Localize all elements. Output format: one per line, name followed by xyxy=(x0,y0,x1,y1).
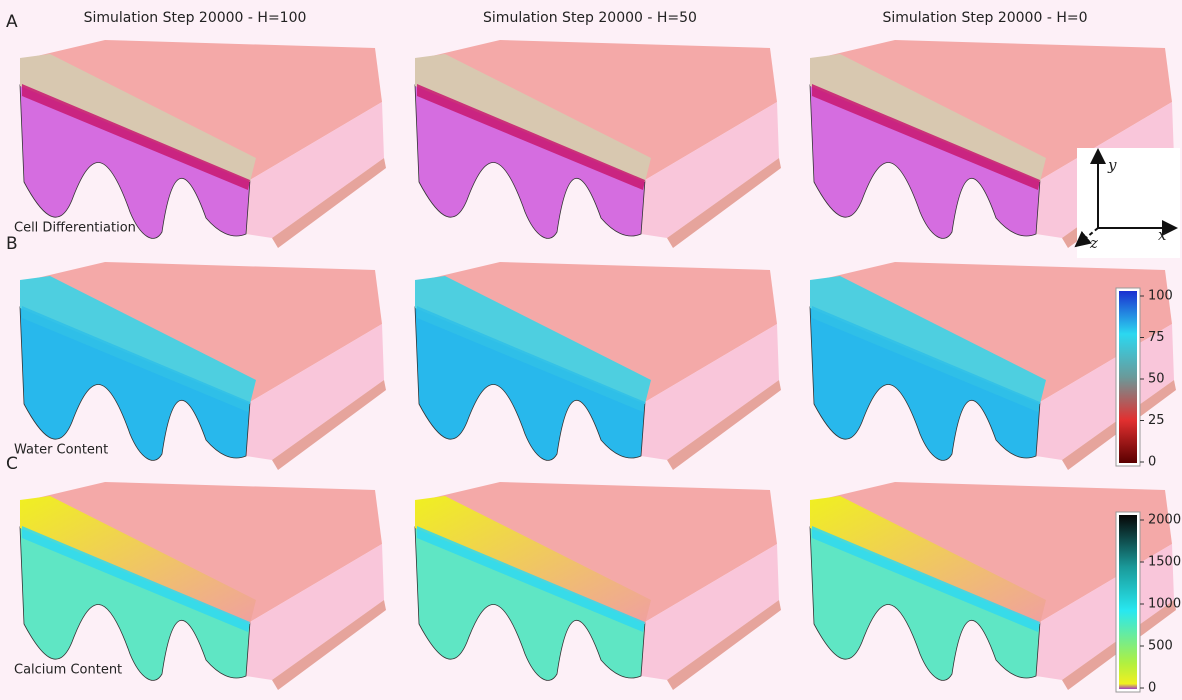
axis-label: y xyxy=(1107,156,1117,174)
colorbar-tick-label: 100 xyxy=(1148,289,1173,304)
colorbar-fill xyxy=(1119,515,1137,689)
colorbar-tick-label: 500 xyxy=(1148,639,1173,654)
row-letter: C xyxy=(6,454,18,474)
row-label: Calcium Content xyxy=(14,663,122,678)
row-letter: A xyxy=(6,12,18,32)
tissue-render xyxy=(415,262,781,470)
row-label: Water Content xyxy=(14,443,108,458)
tissue-render xyxy=(20,40,386,248)
column-title: Simulation Step 20000 - H=0 xyxy=(882,10,1087,26)
colorbar-tick-label: 0 xyxy=(1148,455,1156,470)
row-letter: B xyxy=(6,234,18,254)
colorbar-tick-label: 0 xyxy=(1148,681,1156,696)
colorbar-tick-label: 1000 xyxy=(1148,597,1181,612)
colorbar-tick-label: 25 xyxy=(1148,413,1165,428)
axis-label: z xyxy=(1089,234,1098,252)
tissue-render xyxy=(415,482,781,690)
column-title: Simulation Step 20000 - H=50 xyxy=(483,10,697,26)
panels xyxy=(20,40,1176,690)
axis-label: x xyxy=(1158,226,1167,244)
tissue-render xyxy=(20,262,386,470)
tissue-render xyxy=(415,40,781,248)
colorbar-tick-label: 1500 xyxy=(1148,555,1181,570)
axes-inset: y x z xyxy=(1076,148,1180,258)
row-label: Cell Differentiation xyxy=(14,221,136,236)
colorbar-tick-label: 2000 xyxy=(1148,513,1181,528)
colorbar-fill xyxy=(1119,291,1137,463)
tissue-render xyxy=(20,482,386,690)
page: y x z Simulation Step 20000 - H=100 Simul… xyxy=(0,0,1182,700)
column-title: Simulation Step 20000 - H=100 xyxy=(84,10,307,26)
colorbar-tick-label: 50 xyxy=(1148,372,1165,387)
colorbar-tick-label: 75 xyxy=(1148,330,1165,345)
figure: y x z Simulation Step 20000 - H=100 Simul… xyxy=(0,0,1182,700)
